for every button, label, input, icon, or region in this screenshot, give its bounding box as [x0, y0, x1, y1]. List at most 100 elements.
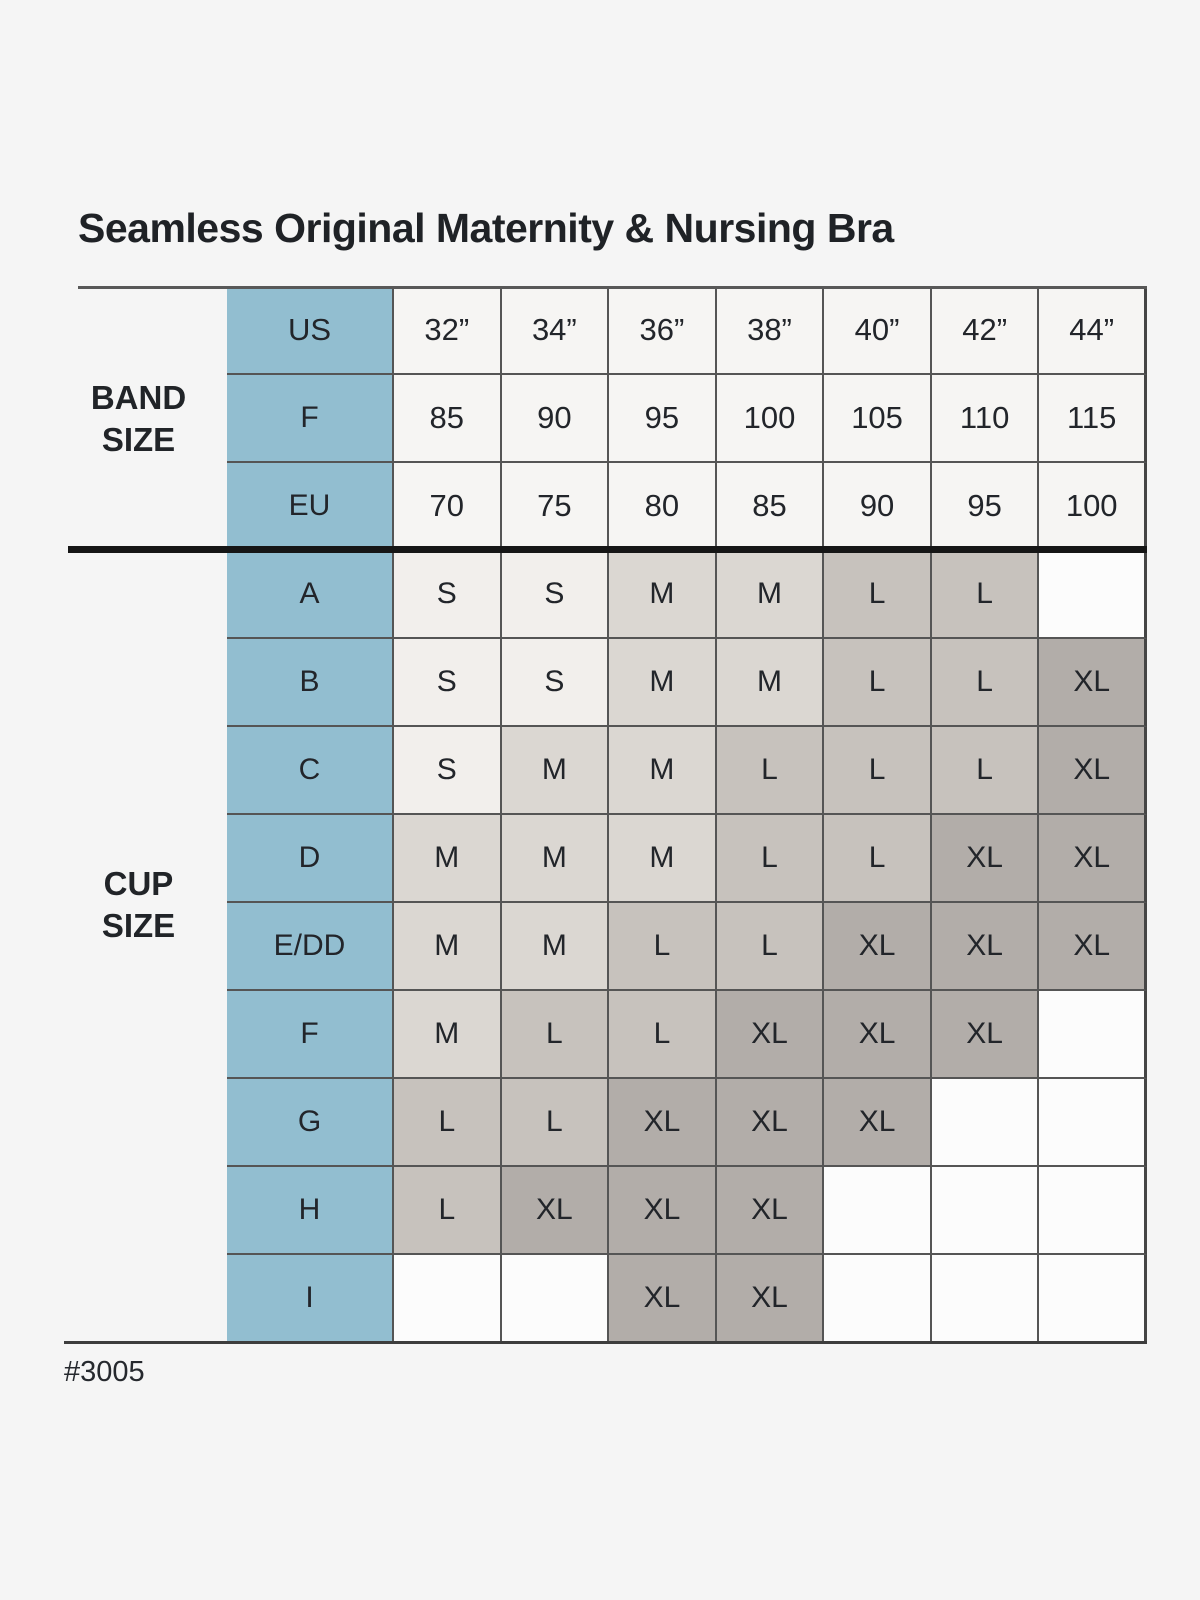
size-cell-h-col-5 — [824, 1167, 932, 1255]
band-us-col-2: 34” — [501, 287, 610, 375]
band-eu-col-7: 100 — [1039, 463, 1147, 551]
band-f-col-6: 110 — [931, 375, 1040, 463]
row-label-i: I — [227, 1255, 394, 1343]
band-size-label: BAND SIZE — [78, 287, 227, 551]
size-cell-e-dd-col-4: L — [716, 903, 825, 991]
top-rule-line — [78, 286, 1147, 289]
size-cell-f-col-4: XL — [716, 991, 825, 1079]
size-cell-f-col-6: XL — [931, 991, 1040, 1079]
band-eu-col-4: 85 — [716, 463, 825, 551]
section-divider-line — [68, 546, 1147, 553]
size-cell-f-col-3: L — [609, 991, 717, 1079]
size-chart-grid: BAND SIZE CUP SIZE US 32” 34” 36” 38” 40” 42” 4… — [78, 287, 1147, 1343]
size-cell-d-col-2: M — [501, 815, 610, 903]
size-cell-c-col-4: L — [716, 727, 825, 815]
size-cell-c-col-1: S — [394, 727, 502, 815]
size-cell-a-col-4: M — [716, 551, 825, 639]
band-f-col-7: 115 — [1039, 375, 1147, 463]
band-us-col-1: 32” — [394, 287, 502, 375]
size-cell-i-col-3: XL — [609, 1255, 717, 1343]
size-cell-b-col-4: M — [716, 639, 825, 727]
band-eu-col-5: 90 — [824, 463, 932, 551]
size-cell-g-col-3: XL — [609, 1079, 717, 1167]
size-cell-d-col-5: L — [824, 815, 932, 903]
band-size-label-line2: SIZE — [101, 421, 176, 458]
cup-size-label-line2: SIZE — [101, 907, 176, 944]
cup-size-label-text: CUP SIZE — [102, 863, 175, 947]
bottom-rule-line — [64, 1341, 1147, 1344]
size-cell-e-dd-col-5: XL — [824, 903, 932, 991]
size-cell-i-col-4: XL — [716, 1255, 825, 1343]
size-cell-a-col-3: M — [609, 551, 717, 639]
size-cell-b-col-7: XL — [1039, 639, 1147, 727]
band-us-col-4: 38” — [716, 287, 825, 375]
size-cell-g-col-5: XL — [824, 1079, 932, 1167]
cup-size-label: CUP SIZE — [78, 551, 227, 1343]
size-cell-i-col-6 — [931, 1255, 1040, 1343]
band-eu-col-1: 70 — [394, 463, 502, 551]
size-cell-c-col-2: M — [501, 727, 610, 815]
size-cell-h-col-3: XL — [609, 1167, 717, 1255]
size-cell-f-col-7 — [1039, 991, 1147, 1079]
band-f-col-1: 85 — [394, 375, 502, 463]
size-cell-h-col-6 — [931, 1167, 1040, 1255]
band-size-label-line1: BAND — [90, 378, 187, 416]
size-cell-g-col-7 — [1039, 1079, 1147, 1167]
size-cell-b-col-2: S — [501, 639, 610, 727]
row-label-a: A — [227, 551, 394, 639]
size-cell-b-col-6: L — [931, 639, 1040, 727]
size-chart-table: BAND SIZE CUP SIZE US 32” 34” 36” 38” 40” 42” 4… — [64, 286, 1147, 1344]
cup-size-label-line1: CUP — [103, 864, 174, 902]
row-label-us: US — [227, 287, 394, 375]
size-cell-e-dd-col-1: M — [394, 903, 502, 991]
size-cell-i-col-1 — [394, 1255, 502, 1343]
size-cell-h-col-7 — [1039, 1167, 1147, 1255]
size-cell-a-col-7 — [1039, 551, 1147, 639]
band-f-col-5: 105 — [824, 375, 932, 463]
size-cell-e-dd-col-3: L — [609, 903, 717, 991]
band-eu-col-6: 95 — [931, 463, 1040, 551]
size-cell-h-col-2: XL — [501, 1167, 610, 1255]
row-label-e-dd: E/DD — [227, 903, 394, 991]
row-label-d: D — [227, 815, 394, 903]
band-eu-col-2: 75 — [501, 463, 610, 551]
size-cell-c-col-5: L — [824, 727, 932, 815]
size-cell-e-dd-col-2: M — [501, 903, 610, 991]
row-label-eu: EU — [227, 463, 394, 551]
size-cell-i-col-5 — [824, 1255, 932, 1343]
size-cell-g-col-4: XL — [716, 1079, 825, 1167]
size-cell-c-col-7: XL — [1039, 727, 1147, 815]
size-cell-f-col-5: XL — [824, 991, 932, 1079]
row-label-g: G — [227, 1079, 394, 1167]
size-cell-h-col-1: L — [394, 1167, 502, 1255]
band-us-col-7: 44” — [1039, 287, 1147, 375]
size-cell-a-col-6: L — [931, 551, 1040, 639]
row-label-f: F — [227, 991, 394, 1079]
row-label-f: F — [227, 375, 394, 463]
size-cell-d-col-1: M — [394, 815, 502, 903]
band-f-col-2: 90 — [501, 375, 610, 463]
size-cell-d-col-3: M — [609, 815, 717, 903]
size-cell-c-col-3: M — [609, 727, 717, 815]
size-cell-b-col-5: L — [824, 639, 932, 727]
size-cell-f-col-1: M — [394, 991, 502, 1079]
size-cell-e-dd-col-7: XL — [1039, 903, 1147, 991]
size-cell-i-col-2 — [501, 1255, 610, 1343]
size-cell-g-col-1: L — [394, 1079, 502, 1167]
size-cell-a-col-5: L — [824, 551, 932, 639]
size-cell-e-dd-col-6: XL — [931, 903, 1040, 991]
size-cell-a-col-1: S — [394, 551, 502, 639]
band-eu-col-3: 80 — [609, 463, 717, 551]
band-us-col-3: 36” — [609, 287, 717, 375]
band-us-col-6: 42” — [931, 287, 1040, 375]
size-cell-a-col-2: S — [501, 551, 610, 639]
band-f-col-3: 95 — [609, 375, 717, 463]
size-cell-h-col-4: XL — [716, 1167, 825, 1255]
row-label-c: C — [227, 727, 394, 815]
size-cell-d-col-7: XL — [1039, 815, 1147, 903]
size-cell-c-col-6: L — [931, 727, 1040, 815]
size-cell-i-col-7 — [1039, 1255, 1147, 1343]
band-size-label-text: BAND SIZE — [91, 377, 186, 461]
size-cell-d-col-6: XL — [931, 815, 1040, 903]
